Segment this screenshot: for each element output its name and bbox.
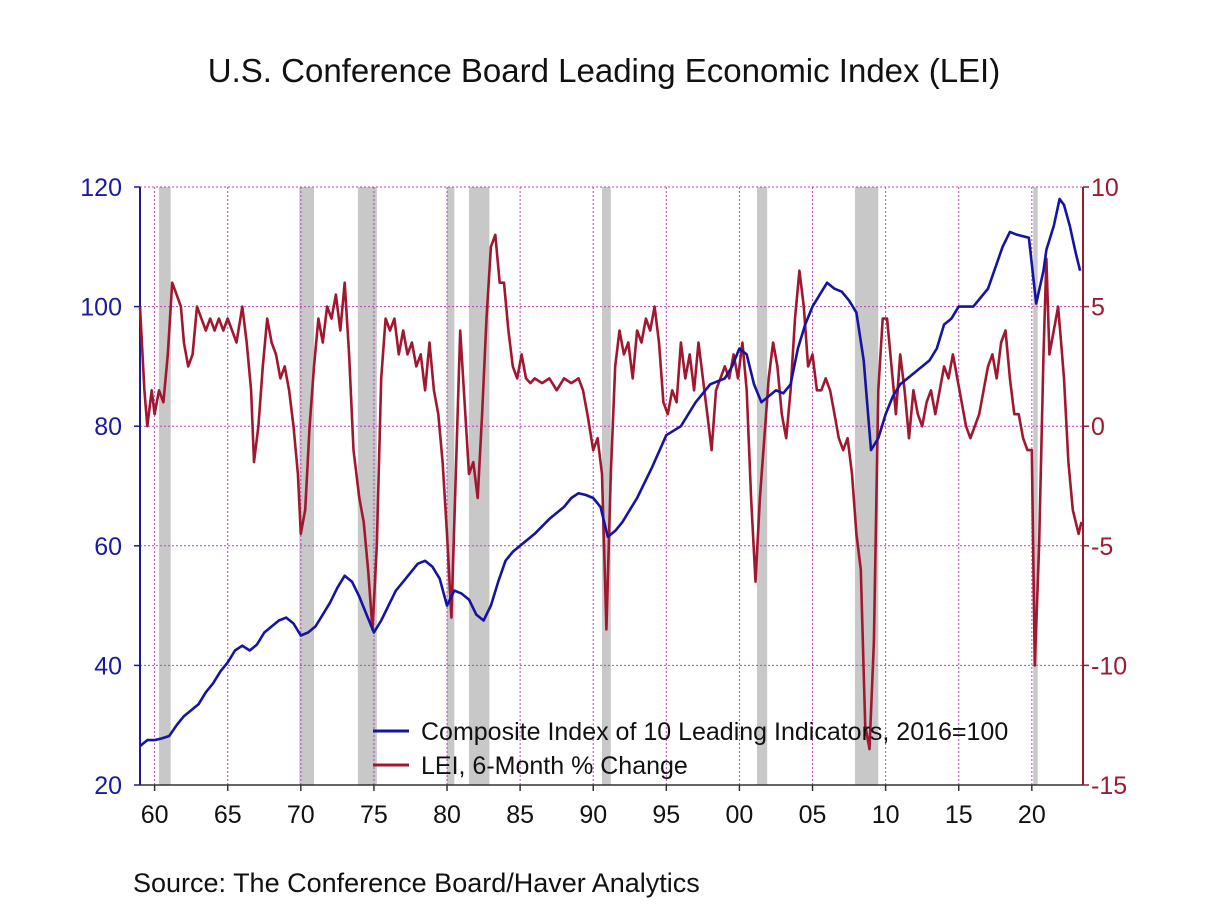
right-tick-label: 5 [1091, 294, 1105, 322]
recession-bar [357, 187, 377, 785]
x-tick-label: 60 [141, 801, 169, 829]
x-tick-label: 70 [287, 801, 315, 829]
left-tick-label: 20 [94, 772, 122, 800]
x-tick-label: 10 [872, 801, 900, 829]
legend: Composite Index of 10 Leading Indicators… [373, 718, 1008, 780]
recession-bar [1033, 187, 1038, 785]
right-tick-label: -15 [1091, 772, 1127, 800]
right-tick-label: -10 [1091, 652, 1127, 680]
left-tick-label: 60 [94, 533, 122, 561]
recession-bar [447, 187, 455, 785]
x-tick-label: 20 [1018, 801, 1046, 829]
recession-bar [756, 187, 768, 785]
x-tick-label: 75 [360, 801, 388, 829]
right-tick-label: 10 [1091, 174, 1119, 202]
legend-label: LEI, 6-Month % Change [421, 752, 688, 780]
x-tick-label: 85 [506, 801, 534, 829]
series-lines [138, 197, 1083, 751]
x-tick-label: 15 [945, 801, 973, 829]
x-tick-label: 65 [214, 801, 242, 829]
left-tick-label: 40 [94, 652, 122, 680]
chart-title: U.S. Conference Board Leading Economic I… [207, 52, 1001, 89]
legend-label: Composite Index of 10 Leading Indicators… [421, 718, 1008, 746]
source-note: Source: The Conference Board/Haver Analy… [133, 868, 700, 898]
recession-bar [601, 187, 611, 785]
right-tick-label: -5 [1091, 533, 1113, 561]
x-tick-label: 80 [433, 801, 461, 829]
x-tick-label: 05 [799, 801, 827, 829]
recession-bar [159, 187, 171, 785]
left-tick-label: 100 [80, 294, 122, 322]
left-tick-label: 120 [80, 174, 122, 202]
recession-bar [854, 187, 879, 785]
x-tick-label: 95 [652, 801, 680, 829]
composite-index-line [139, 197, 1082, 748]
x-tick-label: 90 [579, 801, 607, 829]
recession-shading [159, 187, 1038, 785]
lei-6month-change-line [138, 233, 1083, 751]
right-tick-label: 0 [1091, 413, 1105, 441]
left-tick-label: 80 [94, 413, 122, 441]
x-tick-label: 00 [726, 801, 754, 829]
